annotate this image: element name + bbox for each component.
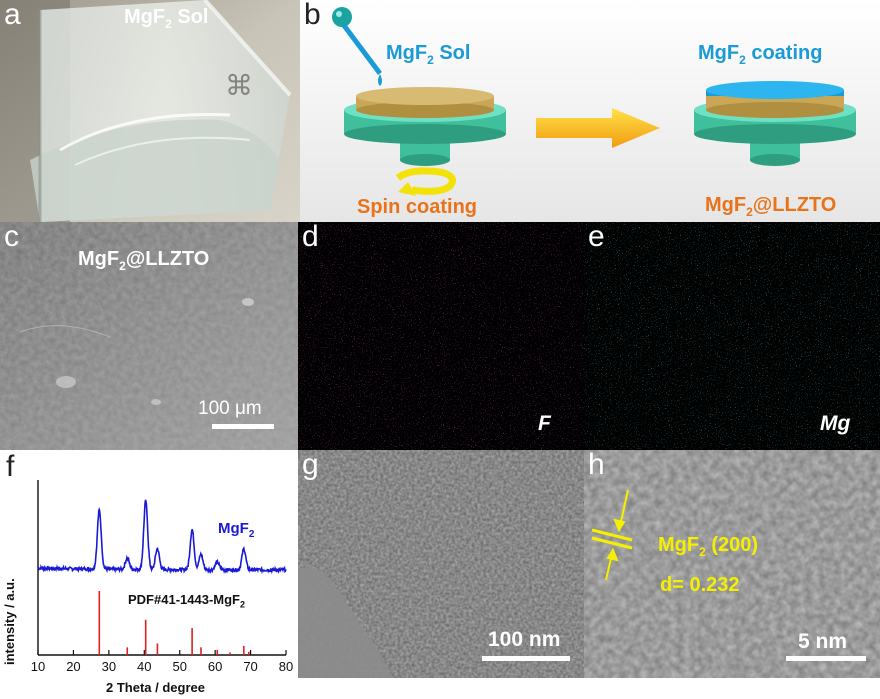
panel-f: 10 20 30 40 50 60 70 80 f MgF2 PDF#41-1443-MgF2… <box>0 450 298 699</box>
scale-bar <box>786 656 866 661</box>
series-label-mgf2: MgF2 <box>218 520 255 540</box>
coating-label: MgF2 coating <box>698 42 823 67</box>
panel-label-a: a <box>4 0 21 31</box>
panel-d: d F <box>298 222 584 450</box>
xrd-chart: 10 20 30 40 50 60 70 80 <box>31 480 293 674</box>
rotation-arrow-icon <box>395 167 456 196</box>
panel-label-f: f <box>6 450 15 483</box>
scale-bar-label: 100 nm <box>488 628 561 651</box>
reference-label: PDF#41-1443-MgF2 <box>128 592 245 610</box>
tem-image <box>298 450 584 678</box>
panel-label-g: g <box>302 450 319 481</box>
x-tick-label: 60 <box>208 659 222 674</box>
element-label-f: F <box>538 412 551 435</box>
y-axis-label: intensity / a.u. <box>2 578 17 665</box>
panel-label-e: e <box>588 222 605 253</box>
d-spacing-label: d= 0.232 <box>660 574 740 596</box>
panel-c: c MgF2@LLZTO 100 μm <box>0 222 298 450</box>
spin-coating-schematic <box>300 0 880 222</box>
x-tick-label: 40 <box>137 659 151 674</box>
panel-a: ⌘ a MgF2 Sol <box>0 0 300 222</box>
element-label-mg: Mg <box>820 412 851 435</box>
hrtem-image <box>584 450 880 678</box>
panel-label-d: d <box>302 222 319 253</box>
process-arrow-icon <box>536 108 660 148</box>
sem-image <box>0 222 298 450</box>
svg-text:⌘: ⌘ <box>225 70 253 101</box>
sol-title: MgF2 Sol <box>124 6 209 31</box>
scale-bar <box>482 656 570 661</box>
x-tick-label: 20 <box>66 659 80 674</box>
product-label: MgF2@LLZTO <box>705 194 837 219</box>
sem-title: MgF2@LLZTO <box>78 248 210 273</box>
panel-label-b: b <box>304 0 321 31</box>
magnesium-eds-map <box>584 222 880 450</box>
arrow-icon <box>605 489 629 581</box>
spin-coating-label: Spin coating <box>357 196 477 218</box>
scale-bar-label: 5 nm <box>798 630 848 653</box>
x-axis-label: 2 Theta / degree <box>106 680 205 695</box>
x-tick-label: 70 <box>243 659 257 674</box>
fluorine-eds-map <box>298 222 584 450</box>
scale-bar-label: 100 μm <box>198 398 262 419</box>
spin-stage-left <box>344 87 506 166</box>
pipette-icon <box>332 7 382 86</box>
spin-stage-right <box>694 81 856 166</box>
x-tick-label: 50 <box>172 659 186 674</box>
sol-vial-photo: ⌘ <box>0 0 300 222</box>
series-line-mgf2 <box>37 499 287 575</box>
panel-label-h: h <box>588 450 605 481</box>
x-tick-label: 80 <box>279 659 293 674</box>
lattice-fringes <box>591 528 633 550</box>
x-tick-label: 30 <box>102 659 116 674</box>
x-tick-label: 10 <box>31 659 45 674</box>
lattice-plane-label: MgF2 (200) <box>658 534 759 559</box>
panel-b: b MgF2 Sol MgF2 coating Spin coating MgF… <box>300 0 880 222</box>
panel-label-c: c <box>4 222 19 253</box>
panel-e: e Mg <box>584 222 880 450</box>
panel-g: g 100 nm <box>298 450 584 678</box>
scale-bar <box>212 424 274 429</box>
panel-h: h MgF2 (200) d= 0.232 5 nm <box>584 450 880 678</box>
sol-label: MgF2 Sol <box>386 42 471 67</box>
